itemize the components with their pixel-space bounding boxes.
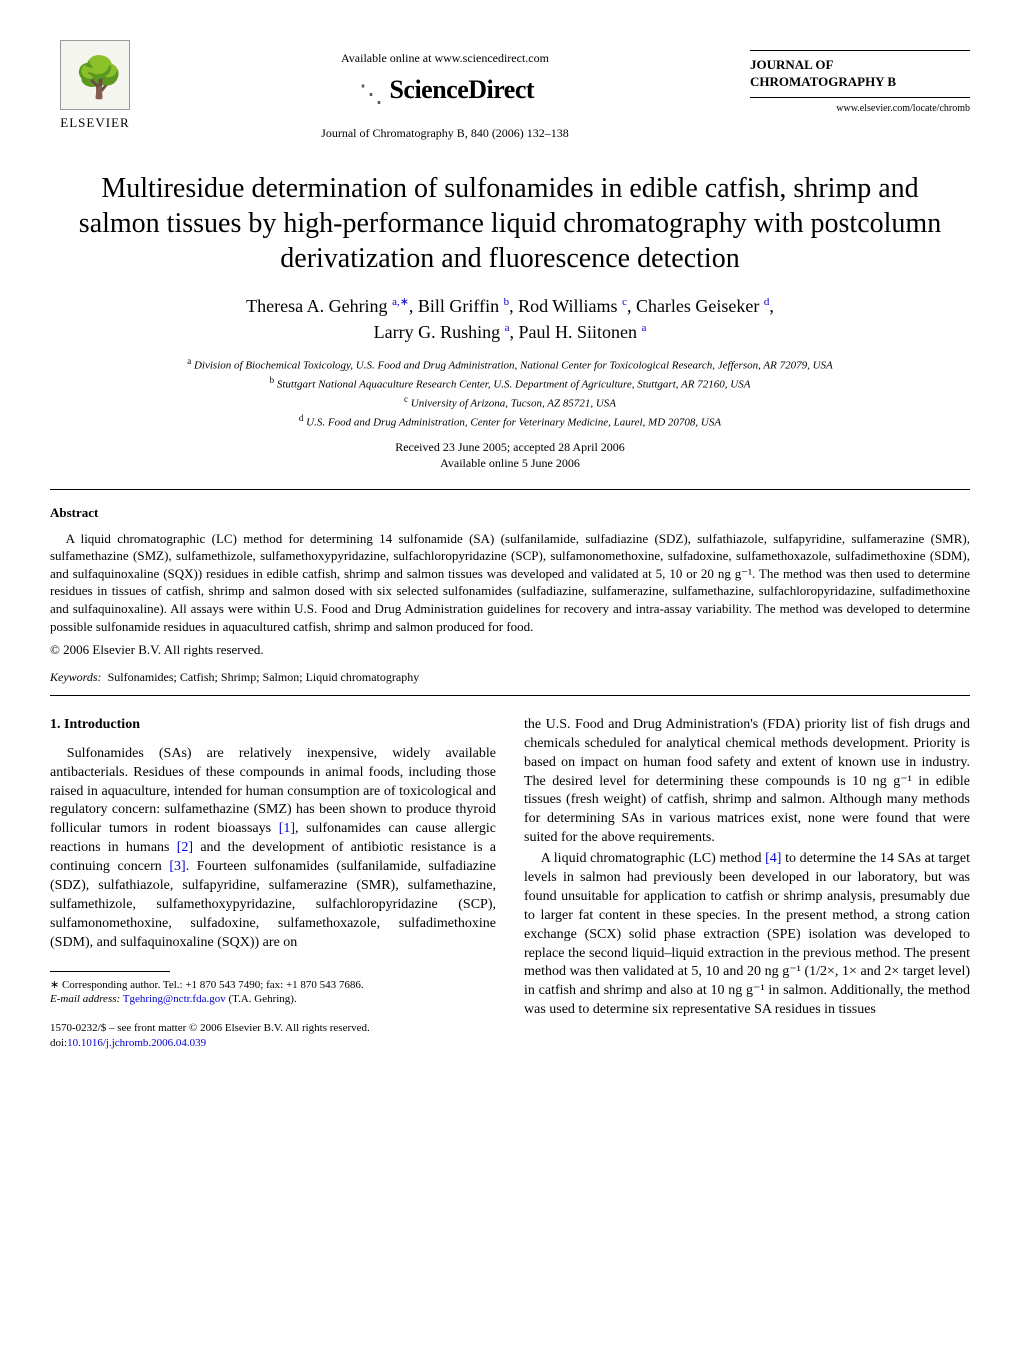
email-person: (T.A. Gehring). [228,993,296,1005]
publisher-logo: ELSEVIER [50,40,140,132]
affiliation-d: U.S. Food and Drug Administration, Cente… [306,417,721,429]
affiliations: a Division of Biochemical Toxicology, U.… [50,355,970,431]
abstract-rule-bottom [50,695,970,696]
available-online-text: Available online at www.sciencedirect.co… [140,50,750,66]
p3-post: to determine the 14 SAs at target levels… [524,851,970,1017]
intro-para-1: Sulfonamides (SAs) are relatively inexpe… [50,745,496,953]
page-header: ELSEVIER Available online at www.science… [50,40,970,141]
doi-link[interactable]: 10.1016/j.jchromb.2006.04.039 [67,1037,206,1049]
affiliation-a: Division of Biochemical Toxicology, U.S.… [194,359,833,371]
header-rule-top [750,50,970,51]
keywords-text: Sulfonamides; Catfish; Shrimp; Salmon; L… [108,670,420,684]
affiliation-c: University of Arizona, Tucson, AZ 85721,… [411,397,616,409]
intro-para-3: A liquid chromatographic (LC) method [4]… [524,850,970,1020]
p3-pre: A liquid chromatographic (LC) method [541,851,765,866]
journal-name-line1: JOURNAL OF [750,57,833,72]
journal-url[interactable]: www.elsevier.com/locate/chromb [750,102,970,116]
right-column: the U.S. Food and Drug Administration's … [524,716,970,1051]
journal-reference: Journal of Chromatography B, 840 (2006) … [140,125,750,141]
ref-3[interactable]: [3] [169,859,185,874]
keywords: Keywords: Sulfonamides; Catfish; Shrimp;… [50,669,970,685]
journal-header: JOURNAL OF CHROMATOGRAPHY B www.elsevier… [750,40,970,115]
header-rule-bottom [750,97,970,98]
doi-label: doi: [50,1037,67,1049]
footnote-rule [50,971,170,972]
corresponding-email[interactable]: Tgehring@nctr.fda.gov [123,993,226,1005]
center-header: Available online at www.sciencedirect.co… [140,40,750,141]
abstract-text: A liquid chromatographic (LC) method for… [50,530,970,635]
email-label: E-mail address: [50,993,120,1005]
copyright: © 2006 Elsevier B.V. All rights reserved… [50,641,970,659]
body-columns: 1. Introduction Sulfonamides (SAs) are r… [50,716,970,1051]
corresponding-footnote: ∗ Corresponding author. Tel.: +1 870 543… [50,978,496,1008]
elsevier-tree-icon [60,40,130,110]
section-1-heading: 1. Introduction [50,716,496,735]
abstract-heading: Abstract [50,504,970,522]
corresponding-text: ∗ Corresponding author. Tel.: +1 870 543… [50,979,364,991]
keywords-label: Keywords: [50,670,102,684]
ref-4[interactable]: [4] [765,851,781,866]
front-matter-text: 1570-0232/$ – see front matter © 2006 El… [50,1022,370,1034]
ref-1[interactable]: [1] [279,821,295,836]
intro-para-2: the U.S. Food and Drug Administration's … [524,716,970,848]
front-matter: 1570-0232/$ – see front matter © 2006 El… [50,1021,496,1051]
publisher-name: ELSEVIER [50,114,140,132]
sciencedirect-logo: ScienceDirect [140,72,750,111]
received-accepted: Received 23 June 2005; accepted 28 April… [395,440,625,454]
sciencedirect-dots-icon [356,79,386,111]
article-title: Multiresidue determination of sulfonamid… [70,171,950,276]
journal-name: JOURNAL OF CHROMATOGRAPHY B [750,57,970,91]
journal-name-line2: CHROMATOGRAPHY B [750,74,896,89]
left-column: 1. Introduction Sulfonamides (SAs) are r… [50,716,496,1051]
ref-2[interactable]: [2] [177,840,193,855]
sciencedirect-text: ScienceDirect [389,75,534,104]
article-dates: Received 23 June 2005; accepted 28 April… [50,439,970,471]
affiliation-b: Stuttgart National Aquaculture Research … [277,378,751,390]
available-online-date: Available online 5 June 2006 [440,456,580,470]
abstract-rule-top [50,489,970,490]
authors: Theresa A. Gehring a,∗, Bill Griffin b, … [50,294,970,344]
